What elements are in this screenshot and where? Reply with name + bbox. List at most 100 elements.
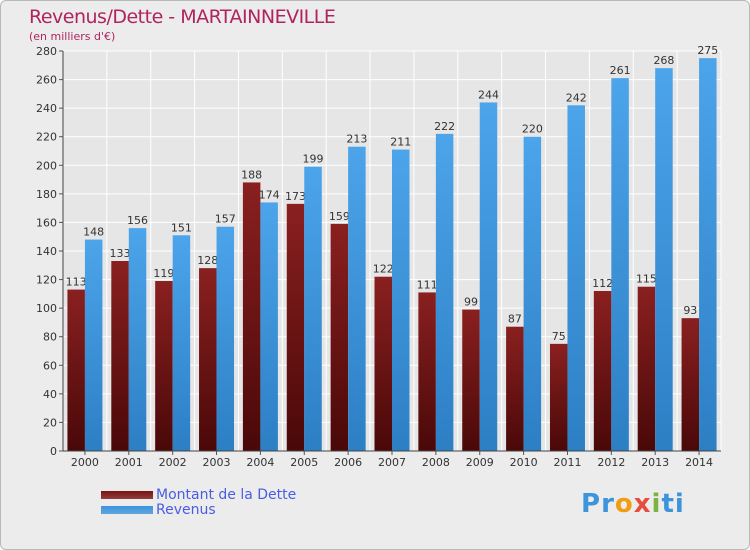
bar-dette	[681, 318, 700, 451]
bar-dette	[374, 276, 392, 451]
x-tick-label: 2010	[510, 456, 538, 469]
data-label-revenus: 213	[346, 133, 367, 146]
chart-title: Revenus/Dette - MARTAINNEVILLE	[29, 6, 336, 28]
data-label-dette: 112	[592, 277, 613, 290]
x-tick-label: 2001	[115, 456, 143, 469]
logo-letter: i	[651, 489, 662, 519]
y-tick-label: 280	[36, 45, 57, 58]
data-label-dette: 133	[110, 247, 131, 260]
bar-revenus	[523, 136, 542, 451]
data-label-dette: 188	[241, 168, 262, 181]
data-label-dette: 119	[153, 267, 174, 280]
bar-revenus	[348, 146, 366, 451]
data-label-revenus: 199	[303, 153, 324, 166]
bar-revenus	[392, 149, 410, 452]
data-label-dette: 99	[464, 296, 478, 309]
x-tick-label: 2013	[641, 456, 669, 469]
bar-dette	[593, 291, 612, 451]
data-label-dette: 113	[66, 276, 87, 289]
x-tick-label: 2000	[71, 456, 99, 469]
bar-revenus	[479, 102, 498, 451]
bar-revenus	[128, 228, 147, 451]
y-tick-label: 180	[36, 188, 57, 201]
bar-dette	[462, 309, 480, 451]
data-label-revenus: 268	[653, 54, 674, 67]
x-tick-label: 2014	[685, 456, 713, 469]
logo-letter: x	[633, 489, 652, 519]
y-tick-label: 140	[36, 245, 57, 258]
x-tick-label: 2002	[159, 456, 187, 469]
bar-revenus	[611, 78, 629, 452]
legend-label-revenus: Revenus	[156, 502, 216, 518]
y-tick-label: 80	[43, 331, 57, 344]
data-label-revenus: 157	[215, 213, 236, 226]
data-label-dette: 122	[373, 263, 394, 276]
x-tick-label: 2009	[466, 456, 494, 469]
x-tick-label: 2005	[290, 456, 318, 469]
bar-dette	[506, 326, 524, 451]
data-label-revenus: 222	[434, 120, 455, 133]
bar-revenus	[567, 105, 585, 452]
legend-swatch-dette	[101, 491, 153, 499]
x-tick-label: 2012	[597, 456, 625, 469]
data-label-revenus: 220	[522, 123, 543, 136]
y-tick-label: 260	[36, 74, 57, 87]
x-tick-label: 2011	[553, 456, 581, 469]
y-tick-label: 20	[43, 416, 57, 429]
data-label-dette: 111	[417, 278, 438, 291]
data-label-dette: 159	[329, 210, 350, 223]
proxiti-logo: Proxiti	[581, 489, 685, 519]
y-tick-label: 240	[36, 102, 57, 115]
bar-dette	[330, 223, 349, 451]
legend-swatch-revenus	[101, 506, 153, 514]
data-label-revenus: 244	[478, 88, 499, 101]
chart-subtitle: (en milliers d'€)	[29, 30, 116, 43]
data-label-revenus: 242	[566, 91, 587, 104]
y-tick-label: 100	[36, 302, 57, 315]
bar-revenus	[84, 239, 103, 451]
logo-letter: i	[674, 489, 685, 519]
data-label-revenus: 174	[259, 188, 280, 201]
y-tick-label: 200	[36, 159, 57, 172]
logo-letter: o	[614, 489, 634, 519]
data-label-revenus: 275	[697, 44, 718, 57]
x-tick-label: 2004	[246, 456, 274, 469]
bar-dette	[67, 289, 85, 451]
x-tick-label: 2003	[203, 456, 231, 469]
x-tick-label: 2008	[422, 456, 450, 469]
bar-dette	[199, 268, 217, 451]
logo-letter: P	[581, 489, 602, 519]
bar-revenus	[260, 202, 278, 451]
data-label-dette: 128	[197, 254, 218, 267]
y-tick-label: 40	[43, 388, 57, 401]
x-tick-label: 2006	[334, 456, 362, 469]
data-label-revenus: 156	[127, 214, 148, 227]
legend-label-dette: Montant de la Dette	[156, 487, 297, 503]
y-tick-label: 0	[50, 445, 57, 458]
bar-dette	[637, 286, 656, 451]
y-tick-label: 120	[36, 274, 57, 287]
data-label-revenus: 261	[610, 64, 631, 77]
data-label-revenus: 151	[171, 221, 192, 234]
bar-dette	[549, 343, 568, 451]
bar-dette	[242, 182, 261, 451]
bar-revenus	[699, 58, 717, 452]
y-tick-label: 220	[36, 131, 57, 144]
data-label-revenus: 148	[83, 226, 104, 239]
y-tick-label: 160	[36, 216, 57, 229]
y-tick-label: 60	[43, 359, 57, 372]
bar-revenus	[216, 226, 235, 451]
data-label-dette: 173	[285, 190, 306, 203]
logo-letter: r	[601, 489, 615, 519]
bar-dette	[286, 203, 305, 451]
data-label-dette: 75	[552, 330, 566, 343]
bar-revenus	[435, 133, 454, 451]
bar-revenus	[304, 166, 322, 451]
bar-revenus	[655, 68, 673, 452]
bar-dette	[111, 261, 129, 451]
bar-dette	[418, 292, 436, 451]
x-tick-label: 2007	[378, 456, 406, 469]
bar-dette	[155, 281, 173, 451]
